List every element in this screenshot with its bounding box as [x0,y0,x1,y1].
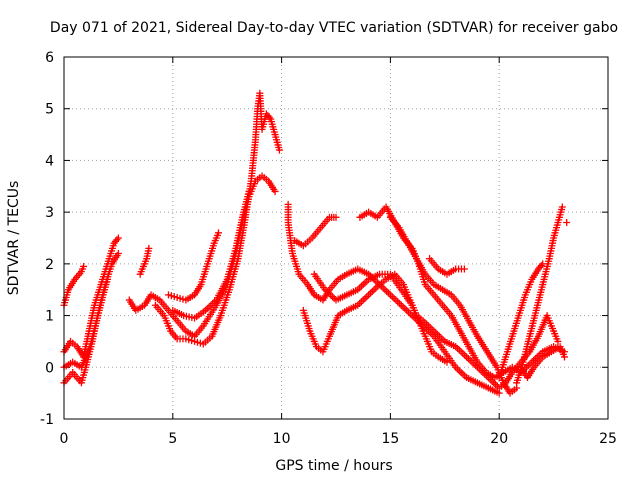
series-trace-p [426,255,468,278]
y-tick-label: 5 [45,102,54,118]
y-tick-label: 3 [45,205,54,221]
y-tick-label: 0 [45,360,54,376]
series-trace-t [563,218,571,226]
data-point [460,265,468,273]
series-trace-m [310,270,451,366]
x-tick-label: 25 [599,431,617,447]
series-trace-h [164,229,222,304]
series-trace-k [291,213,340,250]
data-point [114,234,122,242]
data-point [554,337,562,345]
y-tick-label: 1 [45,309,54,325]
series-trace-f [136,244,153,278]
x-tick-label: 5 [168,431,177,447]
y-tick-label: 4 [45,153,54,169]
data-point [443,358,451,366]
series-trace-d [60,275,112,371]
data-points [60,89,571,397]
series-trace-n [356,203,568,382]
y-tick-label: 2 [45,257,54,273]
data-point [560,353,568,361]
series-trace-g [151,89,283,348]
x-tick-label: 15 [381,431,399,447]
data-point [558,203,566,211]
data-point [332,213,340,221]
y-tick-label: 6 [45,50,54,66]
data-point [80,262,88,270]
data-point [275,146,283,154]
y-tick-label: -1 [40,412,54,428]
data-point [114,250,122,258]
x-tick-label: 0 [60,431,69,447]
series-trace-q [495,260,547,382]
y-axis-label: SDTVAR / TECUs [6,181,22,296]
plot-frame [63,56,609,420]
series-trace-j [284,200,503,397]
data-point [245,187,253,195]
data-point [563,218,571,226]
data-point [214,229,222,237]
data-point [145,244,153,252]
x-tick-label: 20 [490,431,508,447]
series-trace-o [386,213,521,397]
axis-ticks: 0 5 10 15 20 25 -1 0 1 2 3 4 5 6 [40,50,617,447]
x-tick-label: 10 [273,431,291,447]
data-point [104,275,112,283]
series-trace-i [169,187,253,322]
x-axis-label: GPS time / hours [275,458,392,474]
series-trace-s [517,343,568,382]
chart-title: Day 071 of 2021, Sidereal Day-to-day VTE… [50,20,618,36]
data-point [271,187,279,195]
